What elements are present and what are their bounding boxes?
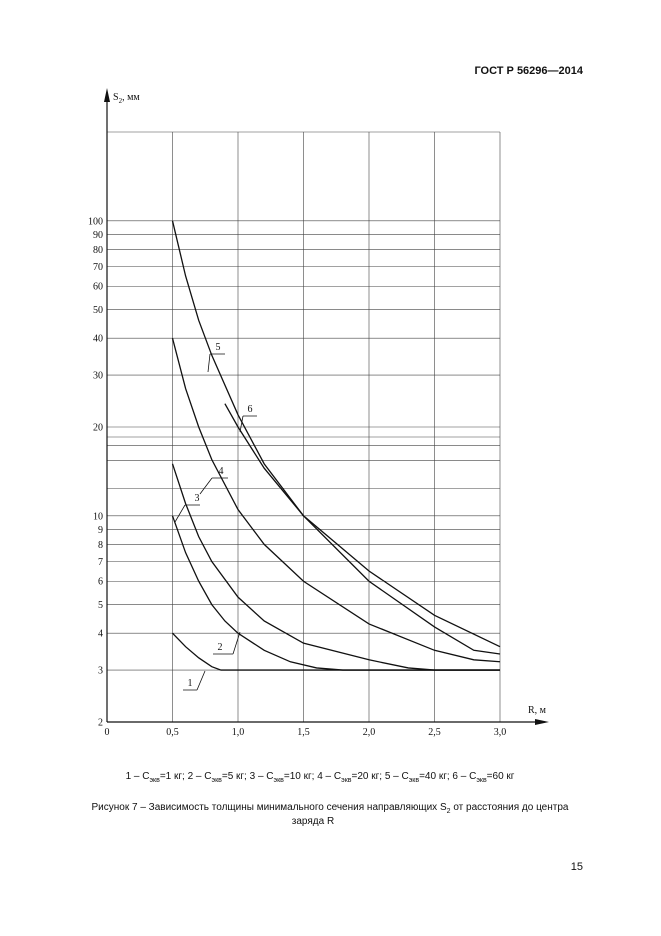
x-tick-label: 1,0 — [232, 727, 245, 738]
y-tick-label: 7 — [98, 557, 103, 568]
y-tick-label: 30 — [93, 371, 103, 382]
curve — [171, 515, 500, 671]
y-tick-label: 60 — [93, 282, 103, 293]
y-tick-label: 5 — [98, 600, 103, 611]
x-tick-label: 3,0 — [494, 727, 507, 738]
legend-text: 3 – С — [250, 771, 274, 782]
y-axis-label-sub: 2 — [119, 97, 123, 105]
leader-line — [213, 631, 241, 655]
curve — [224, 403, 501, 648]
legend-text: =40 кг; — [419, 771, 452, 782]
curve-label: 2 — [218, 642, 223, 653]
y-tick-label: 90 — [93, 230, 103, 241]
x-tick-label: 0 — [105, 727, 110, 738]
y-tick-label: 9 — [98, 525, 103, 536]
y-axis-arrow — [104, 88, 110, 102]
y-axis-label-unit: , мм — [122, 92, 140, 103]
legend: 1 – Сэкв=1 кг; 2 – Сэкв=5 кг; 3 – Сэкв=1… — [126, 771, 515, 784]
curve-label: 1 — [188, 678, 193, 689]
curve — [171, 463, 500, 671]
legend-text: 6 – С — [452, 771, 476, 782]
y-tick-label: 10 — [93, 511, 103, 522]
curve — [171, 338, 501, 663]
y-tick-label: 2 — [98, 718, 103, 729]
doc-id: ГОСТ Р 56296—2014 — [474, 65, 583, 77]
caption-line: Рисунок 7 – Зависимость толщины минималь… — [92, 802, 569, 815]
y-tick-label: 4 — [98, 629, 103, 640]
legend-sub: экв — [476, 777, 487, 784]
legend-text: 2 – С — [188, 771, 212, 782]
legend-sub: экв — [341, 777, 352, 784]
curve-label: 4 — [219, 466, 224, 477]
leader-line — [207, 353, 225, 373]
legend-text: =5 кг; — [222, 771, 250, 782]
x-axis-label: R, м — [528, 705, 547, 716]
curve — [171, 220, 501, 655]
legend-text: 4 – С — [317, 771, 341, 782]
y-tick-label: 8 — [98, 540, 103, 551]
page-number: 15 — [571, 861, 583, 873]
x-tick-label: 1,5 — [297, 727, 310, 738]
caption-text: от расстояния до центра — [451, 802, 569, 813]
leader-line — [199, 477, 228, 495]
legend-sub: экв — [149, 777, 160, 784]
leader-line — [183, 670, 206, 691]
leader-line — [174, 504, 200, 523]
y-tick-label: 20 — [93, 423, 103, 434]
y-tick-label: 3 — [98, 666, 103, 677]
y-axis-label-text: S — [113, 92, 119, 103]
y-tick-label: 50 — [93, 305, 103, 316]
x-tick-label: 2,5 — [428, 727, 441, 738]
caption-sub: 2 — [447, 808, 451, 815]
curve-label: 5 — [216, 342, 221, 353]
legend-sub: экв — [274, 777, 285, 784]
legend-text: 1 – С — [126, 771, 150, 782]
y-tick-label: 40 — [93, 334, 103, 345]
legend-text: =60 кг — [487, 771, 515, 782]
y-axis-label: S2, мм — [113, 92, 140, 105]
legend-text: =1 кг; — [160, 771, 188, 782]
x-axis-arrow — [535, 719, 549, 725]
caption-text: Рисунок 7 – Зависимость толщины минималь… — [92, 802, 447, 813]
x-tick-label: 0,5 — [166, 727, 179, 738]
y-tick-label: 80 — [93, 245, 103, 256]
x-tick-label: 2,0 — [363, 727, 376, 738]
curve-label: 3 — [195, 493, 200, 504]
y-tick-label: 6 — [98, 577, 103, 588]
legend-text: =20 кг; — [351, 771, 384, 782]
curve-label: 6 — [248, 404, 253, 415]
leader-line — [239, 415, 257, 433]
legend-text: =10 кг; — [284, 771, 317, 782]
caption-line: заряда R — [292, 816, 334, 827]
legend-sub: экв — [212, 777, 223, 784]
y-tick-label: 100 — [88, 216, 103, 227]
legend-text: 5 – С — [385, 771, 409, 782]
y-tick-label: 70 — [93, 262, 103, 273]
legend-sub: экв — [409, 777, 420, 784]
